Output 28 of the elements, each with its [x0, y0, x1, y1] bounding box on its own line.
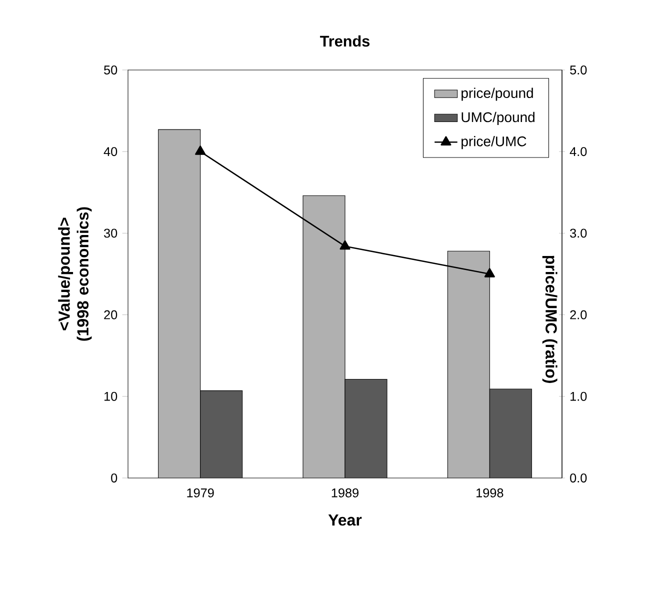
y-axis-title: <Value/pound> (1998 economics) [58, 207, 92, 341]
point [195, 146, 206, 155]
y-tick-label: 10 [104, 392, 118, 401]
legend-label: price/pound [462, 88, 533, 101]
y2-tick-label: 3.0 [570, 228, 587, 238]
point [340, 240, 350, 250]
y2-axis-title: price/UMC (ratio) [542, 256, 558, 383]
y-tick-label: 40 [104, 147, 118, 156]
y2-tick-label: 2.0 [570, 310, 587, 320]
x-tick-label: 1998 [476, 488, 504, 498]
legend-label: price/UMC [462, 136, 526, 150]
y-tick-label: 50 [104, 66, 118, 74]
y-tick-label: 30 [104, 228, 118, 238]
y-tick-label: 0 [111, 474, 118, 482]
point [484, 268, 495, 278]
chart-title: Trends [320, 35, 370, 47]
legend-label: UMC/pound [462, 112, 534, 125]
bar [158, 129, 201, 478]
y2-tick-label: 5.0 [570, 66, 587, 74]
bar [302, 195, 346, 478]
x-tick-label: 1989 [332, 488, 358, 498]
y2-tick-label: 0.0 [570, 474, 587, 482]
x-axis-title: Year [328, 514, 362, 526]
y2-tick-label: 1.0 [570, 392, 587, 401]
y2-tick-label: 4.0 [570, 147, 587, 156]
y-tick-label: 20 [104, 310, 118, 320]
bar [447, 250, 490, 478]
x-tick-label: 1979 [187, 488, 214, 498]
